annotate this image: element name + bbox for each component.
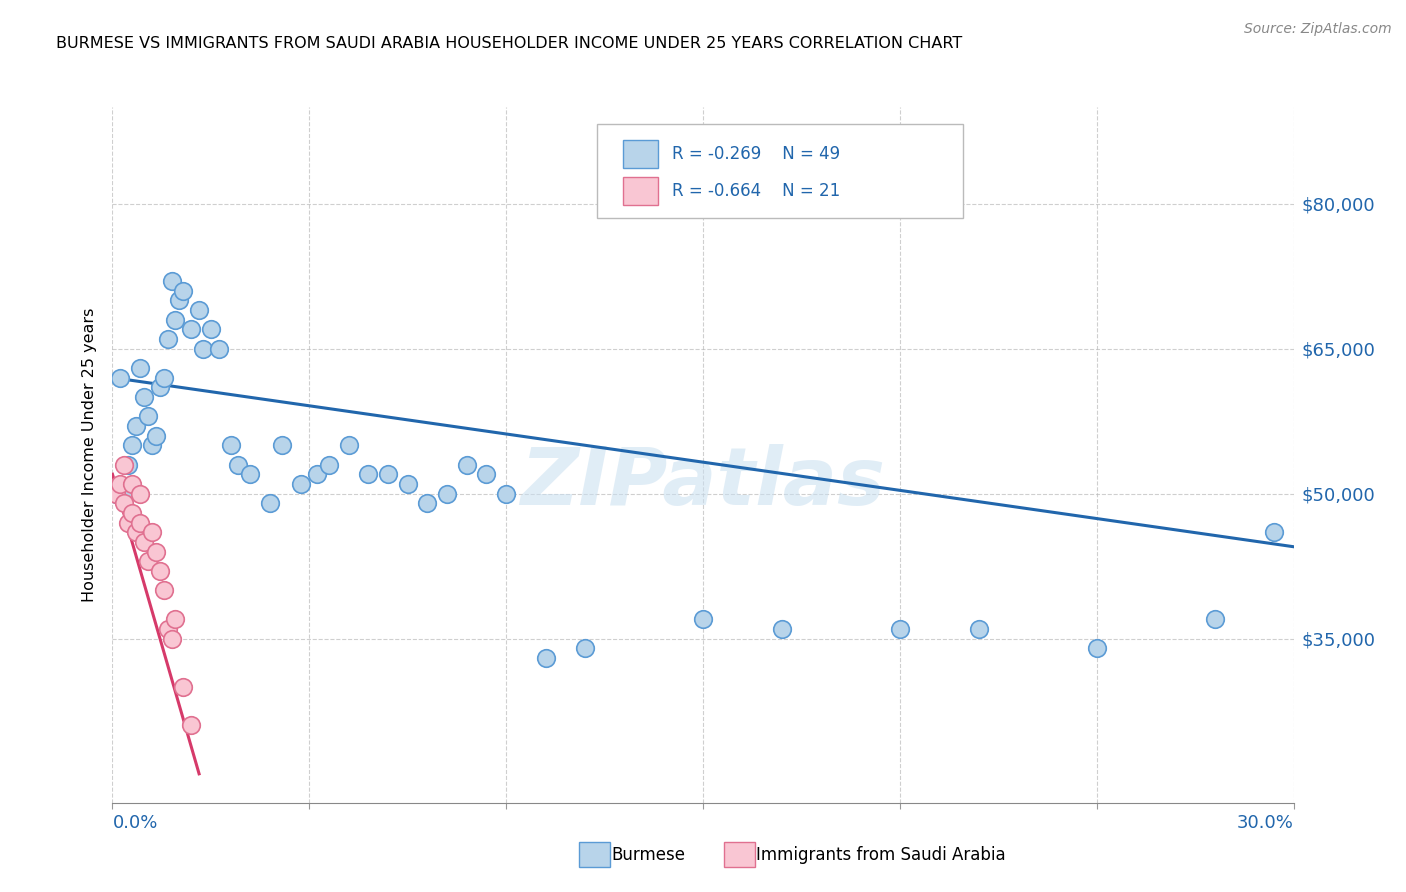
Text: 0.0%: 0.0% (112, 814, 157, 831)
Point (1204, 612, 1226, 626)
Point (180, 718, 202, 732)
Point (1085, 641, 1108, 656)
Text: Immigrants from Saudi Arabia: Immigrants from Saudi Arabia (756, 846, 1007, 863)
Text: R = -0.269    N = 49: R = -0.269 N = 49 (672, 145, 841, 163)
Point (129, 516, 152, 530)
Point (318, 458, 340, 472)
Point (200, 322, 222, 336)
Point (149, 380, 172, 394)
Point (165, 312, 187, 326)
Point (117, 516, 139, 530)
Point (112, 496, 135, 510)
Point (377, 467, 399, 482)
Point (129, 486, 152, 500)
Point (228, 458, 250, 472)
Point (357, 467, 380, 482)
FancyBboxPatch shape (596, 124, 963, 219)
Point (105, 486, 128, 500)
Point (121, 476, 143, 491)
Text: R = -0.664    N = 21: R = -0.664 N = 21 (672, 182, 841, 201)
Point (117, 458, 139, 472)
Point (290, 476, 312, 491)
Text: 30.0%: 30.0% (1237, 814, 1294, 831)
Point (136, 409, 159, 424)
Point (141, 438, 163, 452)
Point (495, 486, 517, 500)
Point (219, 438, 242, 452)
Point (160, 274, 183, 288)
Point (534, 651, 557, 665)
Point (112, 486, 135, 500)
Point (259, 496, 281, 510)
Point (208, 342, 231, 356)
Point (156, 332, 179, 346)
Point (156, 622, 179, 636)
Point (169, 293, 191, 308)
Y-axis label: Householder Income Under 25 years: Householder Income Under 25 years (82, 308, 97, 602)
Point (152, 583, 174, 598)
Point (112, 458, 135, 472)
Point (396, 476, 419, 491)
Text: ZIPatlas: ZIPatlas (520, 443, 886, 522)
Point (1263, 525, 1285, 540)
Point (239, 467, 262, 482)
Point (307, 467, 329, 482)
Text: Burmese: Burmese (612, 846, 686, 863)
Point (180, 322, 202, 336)
Point (145, 544, 167, 558)
FancyBboxPatch shape (623, 178, 658, 205)
Point (132, 390, 155, 404)
Point (125, 525, 148, 540)
Point (475, 467, 498, 482)
Point (436, 486, 458, 500)
Point (121, 438, 143, 452)
Point (172, 680, 194, 694)
Point (456, 458, 478, 472)
Point (889, 622, 911, 636)
Text: Source: ZipAtlas.com: Source: ZipAtlas.com (1244, 22, 1392, 37)
Point (149, 564, 172, 578)
Point (191, 342, 214, 356)
Point (967, 622, 990, 636)
Point (105, 486, 128, 500)
Text: BURMESE VS IMMIGRANTS FROM SAUDI ARABIA HOUSEHOLDER INCOME UNDER 25 YEARS CORREL: BURMESE VS IMMIGRANTS FROM SAUDI ARABIA … (56, 36, 963, 51)
Point (152, 370, 174, 384)
Point (160, 632, 183, 646)
Point (270, 438, 292, 452)
Point (145, 428, 167, 442)
Point (188, 303, 211, 318)
Point (416, 496, 439, 510)
Point (110, 370, 132, 384)
Point (574, 641, 596, 656)
Point (125, 419, 148, 434)
Point (692, 612, 714, 626)
Point (136, 554, 159, 568)
Point (121, 506, 143, 520)
FancyBboxPatch shape (623, 140, 658, 168)
Point (770, 622, 793, 636)
Point (172, 284, 194, 298)
Point (132, 535, 155, 549)
Point (110, 476, 132, 491)
Point (165, 612, 187, 626)
Point (141, 525, 163, 540)
Point (337, 438, 360, 452)
Point (129, 361, 152, 376)
